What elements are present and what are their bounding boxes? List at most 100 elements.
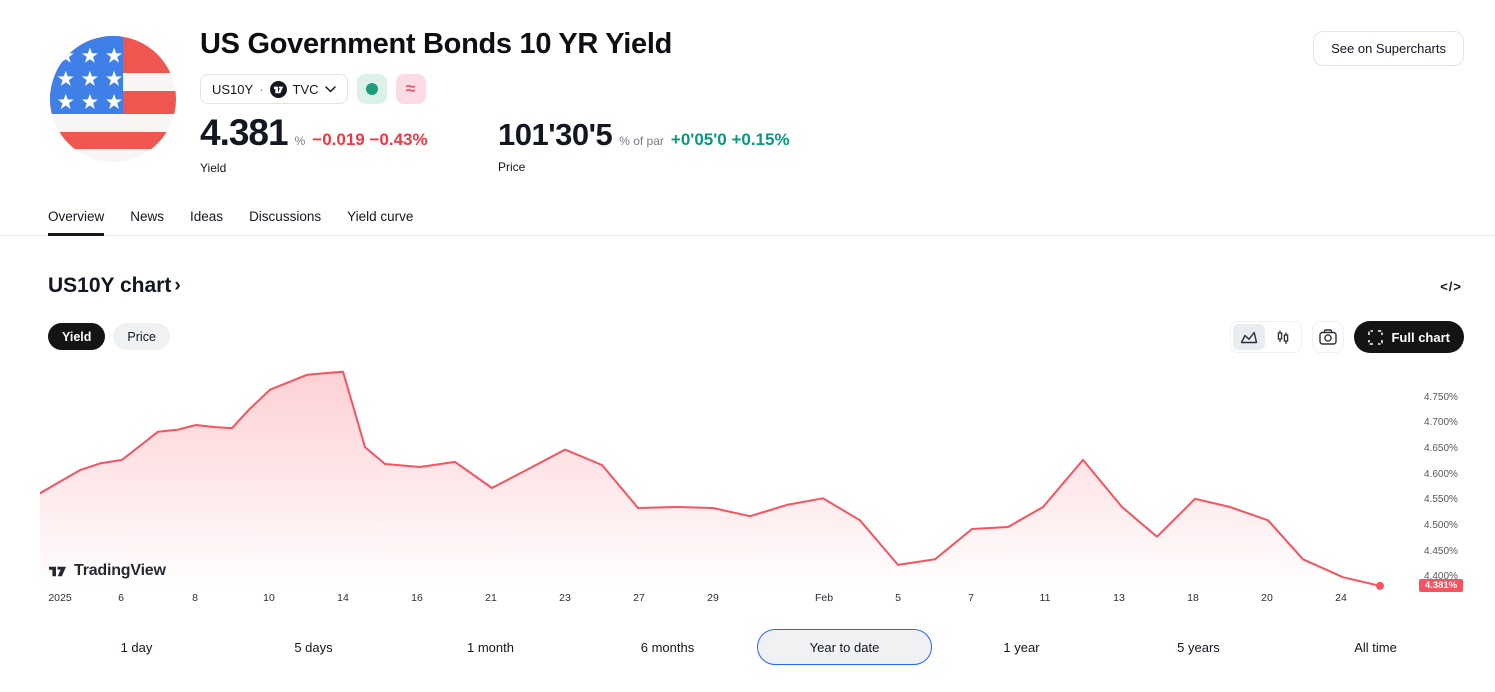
range-cell: 5 years [1110,629,1287,665]
tab-overview[interactable]: Overview [48,209,105,236]
y-axis-tick: 4.550% [1424,494,1458,505]
full-chart-button[interactable]: Full chart [1354,321,1464,353]
yield-value: 4.381 [200,112,289,153]
range-cell: 6 months [579,629,756,665]
range-cell: All time [1287,629,1464,665]
range-cell: 5 days [225,629,402,665]
x-axis-tick: 2025 [48,592,72,604]
x-axis-tick: 14 [337,592,349,604]
last-price-dot [1376,581,1384,590]
x-axis-tick: 5 [895,592,901,604]
chart-toolbar: Full chart [1230,321,1464,353]
toggle-yield[interactable]: Yield [48,323,106,350]
y-axis-tick: 4.700% [1424,417,1458,428]
symbol-row: US10Y · TVC ≈ [200,74,426,104]
x-axis-tick: 8 [192,592,198,604]
x-axis-tick: 18 [1187,592,1199,604]
y-axis-tick: 4.450% [1424,546,1458,557]
toggle-price[interactable]: Price [113,323,170,350]
price-value: 101'30'5 [498,117,613,152]
delayed-data-badge[interactable]: ≈ [395,74,426,104]
tab-bar: Overview News Ideas Discussions Yield curve [48,209,413,236]
x-axis-tick: 7 [968,592,974,604]
range-1-month[interactable]: 1 month [457,634,524,661]
tradingview-watermark: TradingView [48,562,166,580]
range-1-year[interactable]: 1 year [993,634,1049,661]
range-6-months[interactable]: 6 months [631,634,704,661]
x-axis-tick: 23 [559,592,571,604]
candles-chart-type-button[interactable] [1267,324,1299,350]
last-value-badge: 4.381% [1419,579,1463,592]
symbol-selector-button[interactable]: US10Y · TVC [200,74,348,104]
time-axis[interactable]: 2025 6 8 10 14 16 21 23 27 29 Feb 5 7 11 13 18 20 24 [40,592,1390,608]
approx-icon: ≈ [405,79,416,98]
yield-unit: % [294,134,306,148]
tabs-divider [0,235,1495,236]
chart-section-heading[interactable]: US10Y chart › [48,274,181,298]
series-line [40,370,1381,587]
x-axis-tick: 27 [633,592,645,604]
chart-section-title: US10Y chart [48,274,172,297]
tab-news[interactable]: News [130,209,165,224]
range-all-time[interactable]: All time [1344,634,1407,661]
tradingview-logo-icon [49,566,66,576]
snapshot-camera-button[interactable] [1312,321,1345,353]
x-axis-tick: 10 [263,592,275,604]
chart-canvas[interactable] [40,362,1390,590]
range-selector: 1 day 5 days 1 month 6 months Year to date 1 … [48,629,1464,665]
exchange-name: TVC [292,81,319,97]
tab-discussions[interactable]: Discussions [249,209,322,224]
range-cell: 1 day [48,629,225,665]
price-unit: % of par [619,134,664,148]
symbol-name: US10Y [212,81,254,97]
price-label: Price [498,160,526,174]
range-cell: 1 year [933,629,1110,665]
tab-yield-curve[interactable]: Yield curve [347,209,414,224]
us-flag-icon [50,36,176,162]
x-axis-tick: 24 [1335,592,1347,604]
x-axis-tick: 11 [1039,592,1051,604]
range-5-years[interactable]: 5 years [1167,634,1230,661]
separator-dot: · [259,81,264,97]
y-axis-tick: 4.650% [1424,443,1458,454]
range-cell: Year to date [756,629,933,665]
chevron-right-icon: › [174,275,181,296]
price-change: +0'05'0 +0.15% [670,130,790,149]
y-axis-tick: 4.750% [1424,392,1458,403]
tradingview-logo-icon [269,80,287,98]
yield-change: −0.019 −0.43% [312,130,428,149]
candlestick-icon [1278,330,1289,344]
fullscreen-icon [1368,329,1384,345]
chart-type-segmented-control [1230,321,1303,353]
camera-icon [1319,329,1338,345]
y-axis-tick: 4.500% [1424,520,1458,531]
yield-label: Yield [200,161,227,175]
yield-price-toggle-group: Yield Price [48,323,170,350]
see-on-supercharts-button[interactable]: See on Supercharts [1313,31,1464,66]
y-axis-tick: 4.400% [1424,571,1458,582]
market-status-badge[interactable] [356,74,387,104]
x-axis-tick: 6 [118,592,124,604]
price-stat-block: 101'30'5 % of par +0'05'0 +0.15% Price [498,117,790,174]
chevron-down-icon [324,85,336,93]
page-title: US Government Bonds 10 YR Yield [200,28,673,60]
tab-ideas[interactable]: Ideas [190,209,224,224]
x-axis-tick: 16 [411,592,423,604]
x-axis-tick: 21 [485,592,497,604]
x-axis-tick: 29 [707,592,719,604]
range-cell: 1 month [402,629,579,665]
series-area-fill [40,371,1380,590]
yield-stat-block: 4.381 % −0.019 −0.43% Yield [200,112,428,175]
area-chart-icon [1241,331,1258,344]
area-chart-type-button[interactable] [1233,324,1266,350]
price-axis[interactable]: 4.750% 4.700% 4.650% 4.600% 4.550% 4.500% 4.45… [1424,362,1484,594]
range-1-day[interactable]: 1 day [111,634,163,661]
market-open-dot-icon [365,83,378,95]
x-axis-tick: 13 [1113,592,1125,604]
range-5-days[interactable]: 5 days [284,634,342,661]
range-year-to-date[interactable]: Year to date [757,629,932,665]
embed-code-icon[interactable]: </> [1440,279,1462,294]
y-axis-tick: 4.600% [1424,469,1458,480]
watermark-text: TradingView [74,562,166,579]
